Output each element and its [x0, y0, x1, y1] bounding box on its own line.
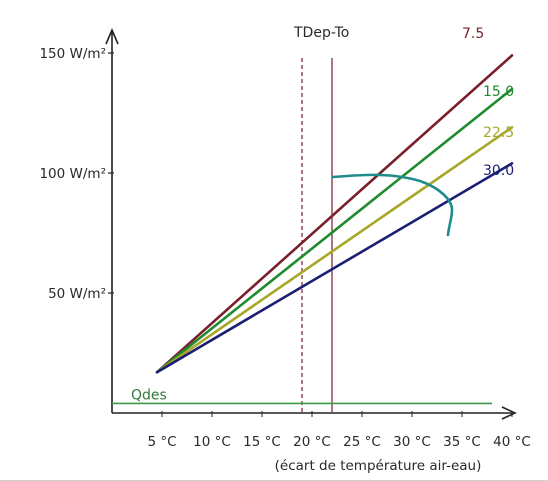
series-label: 7.5	[462, 26, 484, 42]
y-tick-label: 50 W/m²	[48, 286, 106, 302]
series-labels: 7.5 15.0 22.5 30.0	[462, 26, 514, 179]
x-tick-label: 25 °C	[343, 434, 381, 450]
axes	[105, 27, 517, 420]
x-tick-label: 35 °C	[443, 434, 481, 450]
reference-lines: TDep-To	[293, 25, 349, 413]
horizontal-lines: Qdes	[112, 387, 492, 405]
series-label: 22.5	[483, 125, 514, 141]
series-lines	[155, 54, 514, 374]
y-tick-label: 150 W/m²	[39, 46, 106, 62]
x-tick-label: 20 °C	[293, 434, 331, 450]
x-tick-label: 30 °C	[393, 434, 431, 450]
series-label: 30.0	[483, 163, 514, 179]
y-axis-labels: 150 W/m² 100 W/m² 50 W/m²	[39, 46, 114, 302]
annotation-curve	[331, 173, 454, 237]
y-tick-label: 100 W/m²	[39, 166, 106, 182]
series-line	[155, 126, 514, 374]
series-line	[155, 162, 514, 374]
y-axis-arrow-icon	[105, 27, 119, 45]
series-line	[155, 54, 514, 374]
x-axis-labels: 5 °C 10 °C 15 °C 20 °C 25 °C 30 °C 35 °C 40 °C (…	[147, 411, 531, 474]
x-tick-label: 15 °C	[243, 434, 281, 450]
x-tick-label: 5 °C	[147, 434, 176, 450]
x-axis-title: (écart de température air-eau)	[275, 458, 482, 474]
reference-line-label: TDep-To	[293, 25, 349, 41]
annotations	[331, 173, 454, 237]
series-line	[155, 87, 514, 374]
qdes-label: Qdes	[131, 387, 167, 403]
x-tick-label: 40 °C	[493, 434, 531, 450]
x-axis-arrow-icon	[501, 406, 517, 420]
x-tick-label: 10 °C	[193, 434, 231, 450]
series-label: 15.0	[483, 84, 514, 100]
